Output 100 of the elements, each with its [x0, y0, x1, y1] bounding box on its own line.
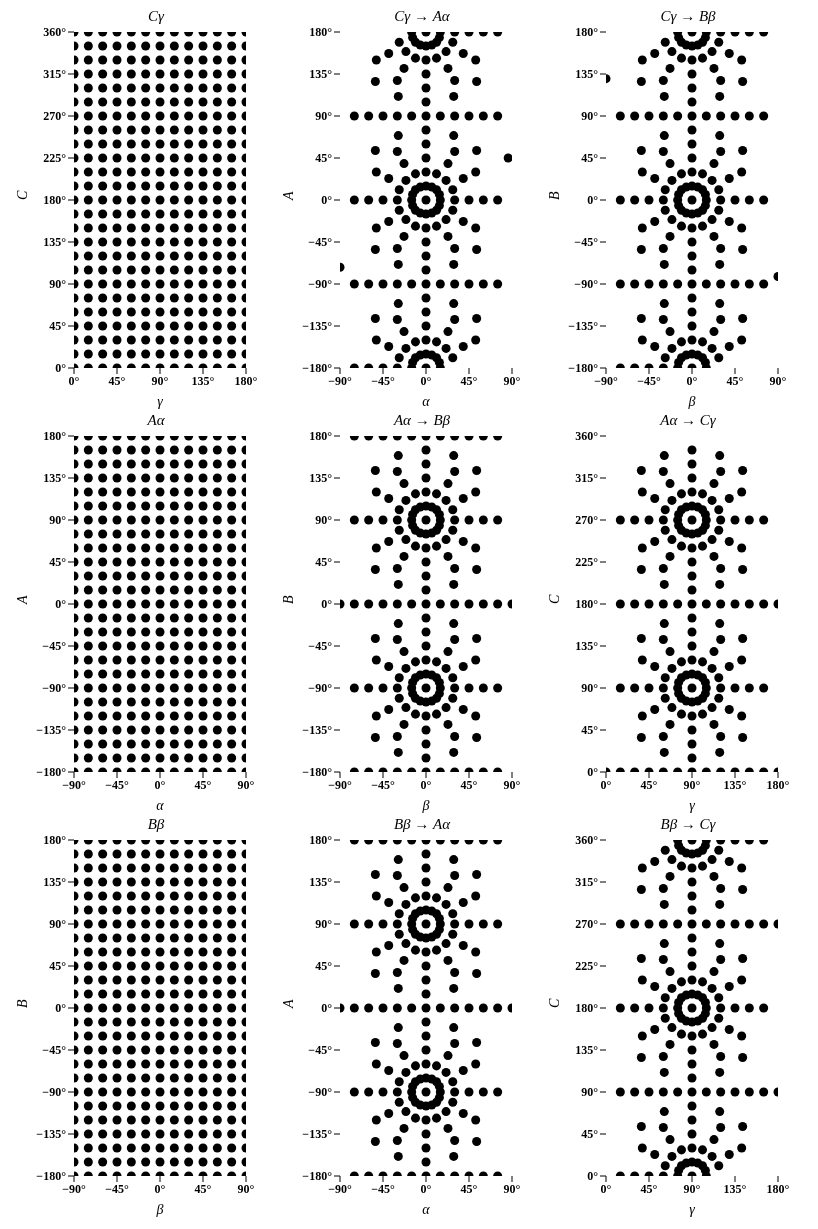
point	[184, 487, 194, 497]
chart-title: Cγ	[147, 8, 165, 25]
point	[98, 459, 108, 469]
point	[421, 69, 431, 79]
y-tick-label: 135°	[43, 875, 67, 890]
point	[126, 153, 136, 163]
point	[698, 53, 708, 63]
point	[227, 167, 237, 177]
point	[421, 55, 431, 65]
y-tick-label: 90°	[581, 1085, 599, 1100]
y-tick-label: 135°	[309, 875, 333, 890]
point	[227, 989, 237, 999]
point	[141, 989, 151, 999]
point	[155, 445, 165, 455]
point	[364, 111, 374, 121]
point	[169, 265, 179, 275]
point	[155, 69, 165, 79]
point	[155, 473, 165, 483]
point	[126, 919, 136, 929]
point	[126, 279, 136, 289]
point	[83, 1073, 93, 1083]
point	[198, 223, 208, 233]
point	[227, 599, 237, 609]
point	[660, 37, 670, 47]
point	[227, 349, 237, 359]
point	[184, 655, 194, 665]
point	[155, 599, 165, 609]
point	[141, 1101, 151, 1111]
point	[660, 1161, 670, 1171]
point	[392, 76, 402, 86]
point	[212, 97, 222, 107]
point	[184, 1143, 194, 1153]
x-tick-label: 45°	[460, 373, 478, 388]
point	[227, 1073, 237, 1083]
point	[673, 1087, 683, 1097]
point	[169, 1045, 179, 1055]
point	[493, 111, 503, 121]
point	[112, 627, 122, 637]
point	[83, 459, 93, 469]
point	[184, 877, 194, 887]
x-tick-label: −45°	[371, 1181, 396, 1196]
y-tick-label: 45°	[581, 151, 599, 166]
point	[716, 884, 726, 894]
point	[126, 669, 136, 679]
point	[141, 697, 151, 707]
point	[212, 933, 222, 943]
point	[493, 279, 503, 289]
point	[141, 725, 151, 735]
point	[112, 307, 122, 317]
point	[198, 1031, 208, 1041]
point	[198, 641, 208, 651]
point	[198, 529, 208, 539]
point	[169, 293, 179, 303]
point	[212, 125, 222, 135]
point	[364, 599, 374, 609]
point	[184, 473, 194, 483]
point	[169, 459, 179, 469]
y-tick-label: −45°	[308, 235, 333, 250]
point	[687, 919, 697, 929]
point	[184, 1003, 194, 1013]
point	[364, 1003, 374, 1013]
point	[212, 251, 222, 261]
point	[212, 961, 222, 971]
point	[184, 237, 194, 247]
point	[83, 627, 93, 637]
point	[98, 655, 108, 665]
point	[112, 167, 122, 177]
point	[83, 111, 93, 121]
point	[198, 557, 208, 567]
y-tick-label: 45°	[315, 151, 333, 166]
point	[141, 877, 151, 887]
point	[660, 845, 670, 855]
point	[155, 739, 165, 749]
point	[126, 83, 136, 93]
y-axis-title: A	[280, 999, 296, 1009]
y-tick-label: 270°	[575, 917, 599, 932]
point	[169, 947, 179, 957]
point	[674, 1165, 684, 1175]
x-tick-label: 45°	[460, 1181, 478, 1196]
point	[687, 1143, 697, 1153]
point	[184, 905, 194, 915]
point	[227, 863, 237, 873]
point	[98, 613, 108, 623]
point	[184, 613, 194, 623]
point	[212, 599, 222, 609]
point	[112, 41, 122, 51]
point	[155, 725, 165, 735]
point	[126, 905, 136, 915]
point	[198, 69, 208, 79]
point	[155, 1157, 165, 1167]
point	[227, 919, 237, 929]
point	[126, 961, 136, 971]
point	[141, 293, 151, 303]
point	[730, 1087, 740, 1097]
point	[212, 445, 222, 455]
point	[184, 1087, 194, 1097]
point	[184, 153, 194, 163]
y-tick-label: −90°	[574, 277, 599, 292]
point	[98, 697, 108, 707]
y-tick-label: −180°	[36, 765, 67, 780]
